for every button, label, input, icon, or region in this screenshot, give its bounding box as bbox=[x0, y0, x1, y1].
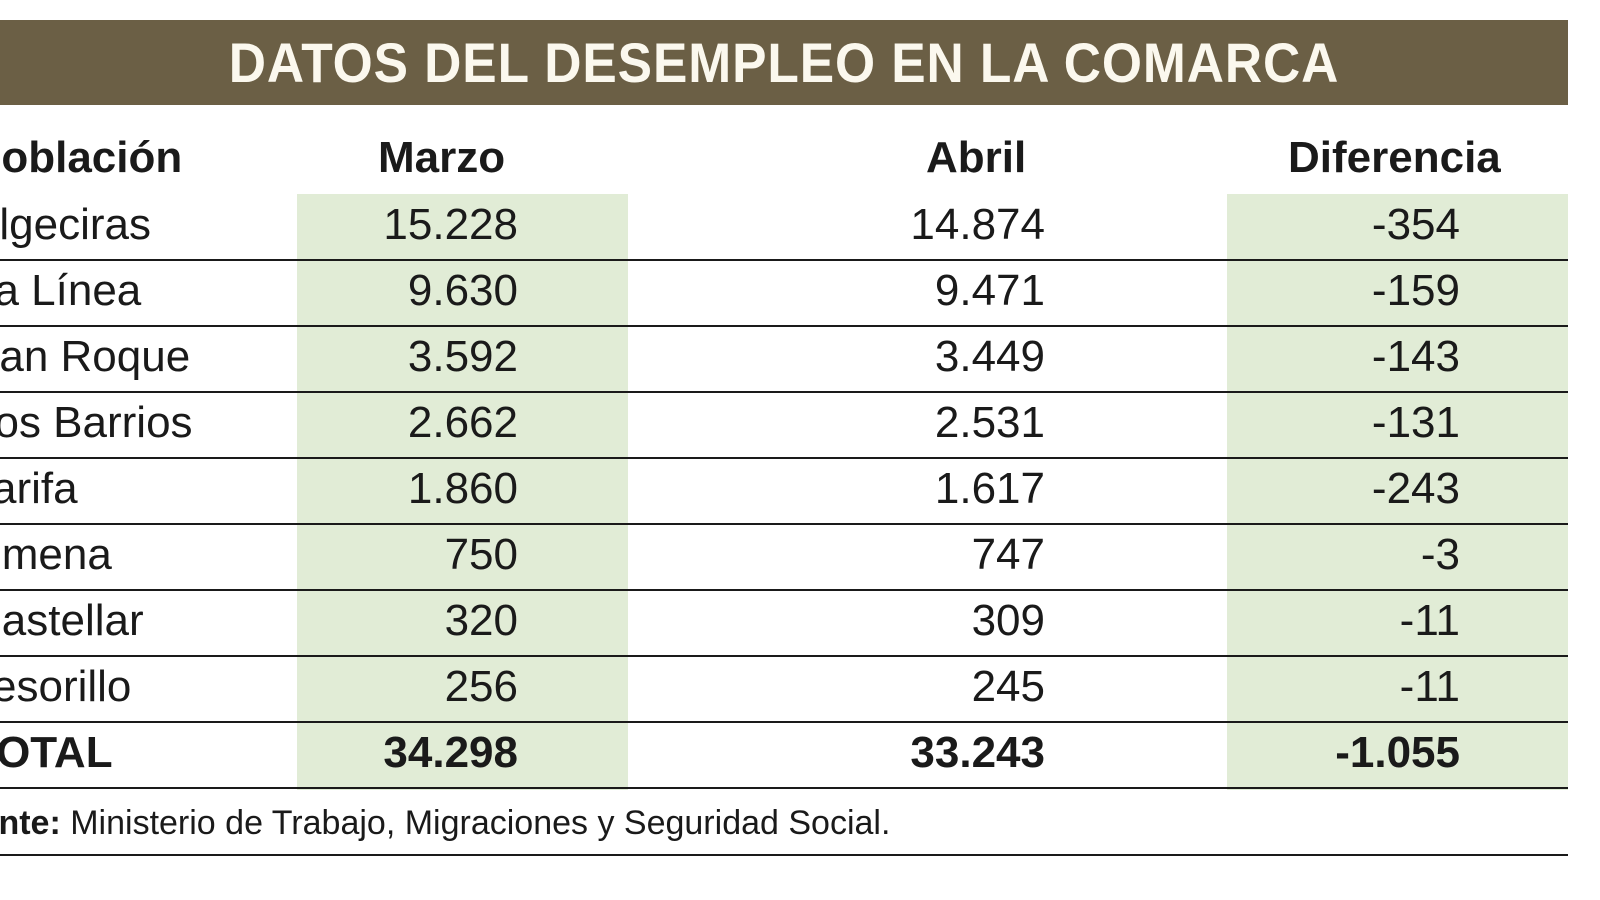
table-row: San Roque 3.592 3.449 -143 bbox=[0, 326, 1568, 392]
table-row: Los Barrios 2.662 2.531 -131 bbox=[0, 392, 1568, 458]
header-abril: Abril bbox=[926, 133, 1027, 182]
table-row: Jimena 750 747 -3 bbox=[0, 524, 1568, 590]
row-divider bbox=[0, 523, 1568, 525]
abril-cell: 2.531 bbox=[934, 398, 1045, 447]
header-marzo: Marzo bbox=[378, 133, 506, 182]
marzo-cell: 320 bbox=[444, 596, 518, 645]
marzo-cell: 34.298 bbox=[383, 728, 518, 777]
row-divider bbox=[0, 391, 1568, 393]
table-row: Castellar 320 309 -11 bbox=[0, 590, 1568, 656]
marzo-cell: 256 bbox=[444, 662, 518, 711]
row-divider bbox=[0, 259, 1568, 261]
diferencia-cell: -3 bbox=[1420, 530, 1460, 579]
diferencia-cell: -143 bbox=[1371, 332, 1460, 381]
table-row: La Línea 9.630 9.471 -159 bbox=[0, 260, 1568, 326]
row-divider bbox=[0, 325, 1568, 327]
poblacion-cell: Jimena bbox=[0, 530, 112, 579]
marzo-cell: 1.860 bbox=[407, 464, 518, 513]
marzo-column-highlight bbox=[297, 194, 628, 790]
row-divider bbox=[0, 589, 1568, 591]
header-diferencia: Diferencia bbox=[1288, 133, 1501, 182]
diferencia-column-highlight bbox=[1227, 194, 1568, 790]
table-row: Algeciras 15.228 14.874 -354 bbox=[0, 194, 1568, 260]
marzo-cell: 9.630 bbox=[407, 266, 518, 315]
footer-rule bbox=[0, 854, 1568, 856]
poblacion-cell: Los Barrios bbox=[0, 398, 193, 447]
marzo-cell: 15.228 bbox=[383, 200, 518, 249]
poblacion-cell: Tarifa bbox=[0, 464, 78, 513]
abril-cell: 14.874 bbox=[910, 200, 1045, 249]
row-divider bbox=[0, 787, 1568, 789]
abril-cell: 33.243 bbox=[910, 728, 1045, 777]
diferencia-cell: -131 bbox=[1371, 398, 1460, 447]
poblacion-cell: TOTAL bbox=[0, 728, 113, 777]
source-note: Fuente: Ministerio de Trabajo, Migracion… bbox=[0, 800, 890, 846]
abril-cell: 9.471 bbox=[934, 266, 1045, 315]
header-poblacion: Población bbox=[0, 133, 183, 182]
row-divider bbox=[0, 457, 1568, 459]
table-row: Tarifa 1.860 1.617 -243 bbox=[0, 458, 1568, 524]
row-divider bbox=[0, 655, 1568, 657]
diferencia-cell: -159 bbox=[1371, 266, 1460, 315]
title-band bbox=[0, 20, 1568, 105]
source-text: Ministerio de Trabajo, Migraciones y Seg… bbox=[60, 804, 891, 842]
abril-cell: 309 bbox=[971, 596, 1045, 645]
abril-cell: 245 bbox=[971, 662, 1045, 711]
poblacion-cell: Algeciras bbox=[0, 200, 151, 249]
abril-cell: 747 bbox=[971, 530, 1045, 579]
abril-cell: 1.617 bbox=[934, 464, 1045, 513]
poblacion-cell: Castellar bbox=[0, 596, 144, 645]
diferencia-cell: -11 bbox=[1399, 662, 1460, 711]
marzo-cell: 750 bbox=[444, 530, 518, 579]
page-title: DATOS DEL DESEMPLEO EN LA COMARCA bbox=[228, 31, 1340, 94]
source-label: Fuente: bbox=[0, 804, 61, 842]
abril-cell: 3.449 bbox=[934, 332, 1045, 381]
poblacion-cell: La Línea bbox=[0, 266, 142, 315]
row-divider bbox=[0, 721, 1568, 723]
diferencia-cell: -11 bbox=[1399, 596, 1460, 645]
marzo-cell: 2.662 bbox=[407, 398, 518, 447]
marzo-cell: 3.592 bbox=[407, 332, 518, 381]
diferencia-cell: -354 bbox=[1371, 200, 1460, 249]
table-row: Tesorillo 256 245 -11 bbox=[0, 656, 1568, 722]
total-row: TOTAL 34.298 33.243 -1.055 bbox=[0, 722, 1568, 788]
poblacion-cell: San Roque bbox=[0, 332, 191, 381]
diferencia-cell: -243 bbox=[1371, 464, 1460, 513]
poblacion-cell: Tesorillo bbox=[0, 662, 132, 711]
diferencia-cell: -1.055 bbox=[1335, 728, 1460, 777]
